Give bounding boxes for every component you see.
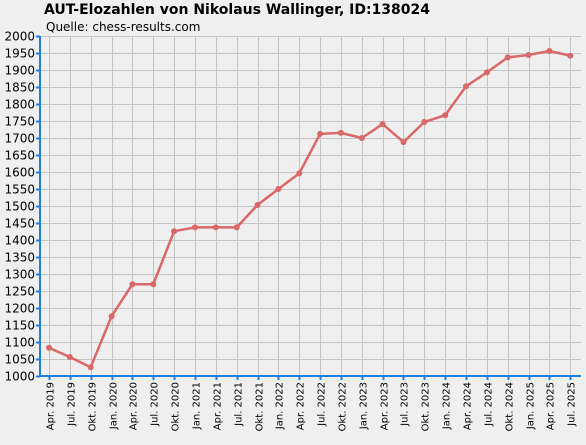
x-tick-label: Apr. 2021 — [213, 382, 224, 430]
data-point — [46, 344, 52, 351]
chart-subtitle: Quelle: chess-results.com — [46, 20, 201, 34]
series-elo — [46, 48, 574, 371]
x-tick-label: Apr. 2019 — [46, 382, 57, 430]
y-tick-label: 1300 — [4, 268, 35, 282]
data-point — [275, 186, 282, 192]
y-tick-label: 1250 — [4, 285, 35, 299]
y-tick-label: 1600 — [4, 166, 35, 180]
x-axis-ticks: Apr. 2019 Jul. 2019 Okt. 2019 Jan. 2020 Apr.… — [46, 376, 578, 431]
x-tick-label: Jan. 2020 — [109, 382, 120, 430]
y-tick-label: 1550 — [4, 183, 35, 197]
y-tick-label: 1000 — [4, 370, 35, 384]
x-tick-label: Apr. 2023 — [380, 382, 391, 430]
data-point — [463, 83, 469, 90]
data-point — [504, 54, 511, 61]
x-tick-label: Jul. 2023 — [400, 382, 411, 427]
x-tick-label: Jul. 2020 — [150, 382, 161, 427]
data-point — [192, 224, 198, 231]
data-point — [87, 364, 94, 371]
data-point — [150, 281, 157, 288]
grid-lines — [40, 36, 581, 377]
x-tick-label: Jan. 2025 — [526, 382, 537, 430]
data-point — [337, 129, 344, 136]
x-tick-label: Okt. 2023 — [421, 382, 432, 431]
data-point — [66, 354, 73, 360]
x-tick-label: Apr. 2024 — [463, 382, 474, 430]
x-tick-label: Jul. 2019 — [67, 382, 78, 427]
data-point — [254, 202, 261, 208]
y-tick-label: 1650 — [4, 149, 35, 163]
y-tick-label: 1350 — [4, 251, 35, 265]
chart-title: AUT-Elozahlen von Nikolaus Wallinger, ID… — [44, 2, 431, 18]
data-point — [233, 224, 240, 231]
data-point — [567, 52, 574, 59]
x-tick-label: Jul. 2022 — [317, 382, 328, 427]
data-point — [212, 224, 219, 231]
x-tick-label: Jan. 2023 — [359, 382, 370, 430]
y-tick-label: 2000 — [4, 30, 35, 44]
y-tick-label: 1500 — [4, 200, 35, 214]
x-tick-label: Okt. 2019 — [88, 382, 99, 431]
y-tick-label: 1750 — [4, 115, 35, 129]
series-line — [48, 49, 571, 369]
y-tick-label: 1850 — [4, 81, 35, 95]
y-tick-label: 1400 — [4, 234, 35, 248]
x-tick-label: Apr. 2022 — [296, 382, 307, 430]
data-point — [421, 119, 428, 125]
data-point — [442, 112, 449, 119]
data-point — [525, 52, 532, 58]
data-point — [108, 313, 115, 320]
x-tick-label: Okt. 2024 — [505, 382, 516, 431]
y-tick-label: 1200 — [4, 302, 35, 316]
x-tick-label: Jul. 2024 — [484, 382, 495, 427]
data-point — [400, 139, 407, 146]
data-point — [483, 69, 490, 76]
x-tick-label: Okt. 2021 — [255, 382, 266, 431]
y-tick-label: 1900 — [4, 64, 35, 78]
y-tick-label: 1450 — [4, 217, 35, 231]
y-tick-label: 1150 — [4, 319, 35, 333]
data-point — [296, 170, 303, 177]
x-tick-label: Apr. 2020 — [129, 382, 140, 430]
x-tick-label: Okt. 2022 — [338, 382, 349, 431]
data-point — [546, 48, 553, 54]
y-tick-label: 1100 — [4, 336, 35, 350]
x-tick-label: Jan. 2021 — [192, 382, 203, 430]
y-tick-label: 1800 — [4, 98, 35, 112]
x-tick-label: Jan. 2024 — [442, 382, 453, 430]
data-point — [129, 281, 136, 288]
x-tick-label: Jan. 2022 — [275, 382, 286, 430]
data-point — [379, 121, 386, 128]
y-tick-label: 1050 — [4, 353, 35, 367]
x-tick-label: Jul. 2021 — [234, 382, 245, 427]
data-point — [358, 135, 365, 141]
y-axis-ticks: 1000 1050 1100 1150 1200 1250 1300 1350 1400 1450… — [4, 30, 40, 384]
x-tick-label: Okt. 2020 — [171, 382, 182, 431]
y-tick-label: 1700 — [4, 132, 35, 146]
x-tick-label: Apr. 2025 — [546, 382, 557, 430]
data-point — [171, 228, 178, 235]
data-point — [317, 130, 324, 137]
y-tick-label: 1950 — [4, 47, 35, 61]
x-tick-label: Jul. 2025 — [567, 382, 578, 427]
